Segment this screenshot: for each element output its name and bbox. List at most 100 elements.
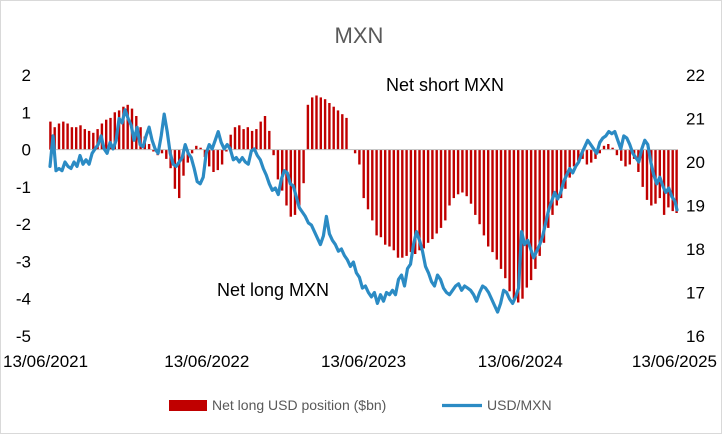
bar <box>658 149 661 199</box>
bar <box>572 149 576 167</box>
bar <box>281 149 284 191</box>
chart-title: MXN <box>335 23 384 48</box>
bar <box>87 130 91 150</box>
bar <box>246 127 249 150</box>
bar <box>160 149 164 154</box>
bar <box>345 117 348 150</box>
bar <box>212 149 215 172</box>
bar <box>598 149 601 154</box>
y-left-tick-label: 0 <box>22 141 31 160</box>
x-tick-label: 13/06/2023 <box>321 352 406 371</box>
bar <box>624 149 627 167</box>
bar <box>186 149 189 163</box>
legend-bar-label: Net long USD position ($bn) <box>212 397 386 413</box>
bar <box>461 149 464 193</box>
bar <box>306 104 310 150</box>
bar <box>208 149 211 167</box>
bar <box>414 149 417 254</box>
bar <box>491 149 494 253</box>
bar <box>487 149 490 247</box>
bar <box>122 106 125 150</box>
bar <box>272 149 275 156</box>
bar <box>75 127 78 150</box>
x-tick-label: 13/06/2021 <box>3 352 88 371</box>
bar <box>70 127 74 150</box>
bar <box>233 127 237 150</box>
bar <box>199 147 202 150</box>
y-left-tick-label: -3 <box>16 252 31 271</box>
bar <box>418 149 421 251</box>
bar <box>667 149 670 208</box>
bar <box>336 110 340 150</box>
bar <box>435 149 438 234</box>
bar <box>190 149 194 154</box>
bar <box>525 149 528 288</box>
x-tick-label: 13/06/2022 <box>164 352 249 371</box>
bar <box>456 149 460 195</box>
y-left-tick-label: -5 <box>16 327 31 346</box>
bar <box>469 149 473 204</box>
bar <box>521 149 524 299</box>
bar <box>195 145 198 150</box>
bar <box>109 117 112 150</box>
bar <box>255 129 258 150</box>
y-left-tick-label: 2 <box>22 66 31 85</box>
bar <box>220 149 224 165</box>
right-axis-ticks: 22 21 20 19 18 17 16 <box>686 66 705 346</box>
bar <box>49 121 52 150</box>
bar <box>225 149 228 152</box>
bar <box>478 149 481 225</box>
y-right-tick-label: 19 <box>686 197 705 216</box>
bar <box>229 134 232 150</box>
bar <box>590 149 593 163</box>
legend-bar-swatch <box>169 400 207 411</box>
y-right-tick-label: 17 <box>686 284 705 303</box>
y-left-tick-label: -4 <box>16 290 31 309</box>
bar <box>512 149 516 299</box>
bar <box>268 130 271 150</box>
bar <box>293 149 297 215</box>
bar <box>392 149 395 251</box>
bar <box>250 130 254 150</box>
bar <box>650 149 653 206</box>
bar <box>439 149 443 228</box>
bar <box>585 149 589 165</box>
bar <box>401 149 404 258</box>
bar <box>495 149 498 260</box>
bar <box>147 144 151 150</box>
bar <box>105 119 108 150</box>
bar <box>620 149 623 161</box>
bar <box>559 149 563 199</box>
bar <box>474 149 477 215</box>
bar <box>508 149 511 292</box>
x-axis-ticks: 13/06/2021 13/06/2022 13/06/2023 13/06/2024… <box>3 352 717 371</box>
bar <box>422 149 425 249</box>
bar-series <box>49 95 678 303</box>
bar <box>534 149 537 269</box>
bar <box>323 99 327 150</box>
x-tick-label: 13/06/2024 <box>478 352 563 371</box>
bar <box>328 103 331 150</box>
bar <box>482 149 486 236</box>
bar <box>499 149 503 269</box>
y-right-tick-label: 20 <box>686 153 705 172</box>
y-left-tick-label: -2 <box>16 215 31 234</box>
bar <box>538 149 541 256</box>
bar <box>375 149 378 236</box>
x-tick-label: 13/06/2025 <box>632 352 717 371</box>
bar <box>448 149 451 206</box>
bar <box>405 149 408 256</box>
bar <box>362 149 365 199</box>
bar <box>285 149 288 206</box>
bar <box>319 97 322 150</box>
bar <box>564 149 567 189</box>
y-left-tick-label: 1 <box>22 103 31 122</box>
bar <box>542 149 546 243</box>
bar <box>671 149 674 212</box>
bar <box>431 149 434 240</box>
bar <box>628 149 631 165</box>
bar <box>426 149 430 243</box>
bar <box>388 149 391 247</box>
y-left-tick-label: -1 <box>16 178 31 197</box>
bar <box>96 129 99 150</box>
